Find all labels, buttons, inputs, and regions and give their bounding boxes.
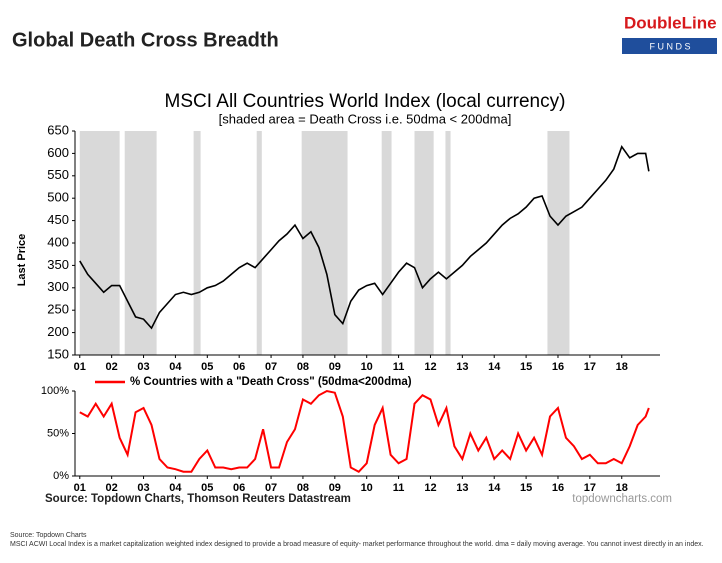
source: Source: Topdown Charts, Thomson Reuters … (45, 493, 351, 505)
shaded-region (124, 131, 157, 355)
x-tick-label: 11 (393, 482, 405, 494)
x-tick-label: 08 (297, 482, 309, 494)
x-tick-label: 15 (520, 361, 532, 373)
y-tick-label: 300 (47, 279, 69, 294)
x-tick-label: 14 (488, 361, 501, 373)
logo-box (622, 38, 717, 54)
x-tick-label: 09 (329, 361, 341, 373)
x-tick-label: 06 (233, 482, 245, 494)
y-axis-label: Last Price (16, 234, 28, 287)
data-line (79, 389, 650, 473)
x-tick-label: 04 (169, 482, 182, 494)
x-tick-label: 15 (520, 482, 532, 494)
x-tick-label: 16 (552, 482, 564, 494)
x-tick-label: 17 (584, 361, 596, 373)
x-tick-label: 11 (393, 361, 405, 373)
y-tick-label: 550 (47, 167, 69, 182)
shaded-region (414, 131, 434, 355)
y-tick-label: 350 (47, 257, 69, 272)
chart-title: MSCI All Countries World Index (local cu… (165, 91, 566, 112)
shaded-region (381, 131, 392, 355)
x-tick-label: 03 (137, 482, 149, 494)
y-tick-label: 250 (47, 302, 69, 317)
x-tick-label: 18 (616, 482, 628, 494)
shaded-region (79, 131, 120, 355)
logo-subtext: F U N D S (649, 41, 690, 51)
x-tick-label: 04 (169, 361, 182, 373)
x-tick-label: 06 (233, 361, 245, 373)
y-tick-label: 500 (47, 190, 69, 205)
x-tick-label: 12 (424, 361, 436, 373)
y-tick-label: 150 (47, 346, 69, 361)
legend-label: % Countries with a "Death Cross" (50dma<… (130, 376, 412, 388)
x-tick-label: 07 (265, 361, 277, 373)
x-tick-label: 12 (424, 482, 436, 494)
x-tick-label: 18 (616, 361, 628, 373)
x-tick-label: 16 (552, 361, 564, 373)
x-tick-label: 13 (456, 361, 468, 373)
credit: topdowncharts.com (572, 493, 672, 505)
x-tick-label: 09 (329, 482, 341, 494)
logo-text: DoubleLine (624, 13, 717, 32)
x-tick-label: 14 (488, 482, 501, 494)
y-tick-label: 600 (47, 145, 69, 160)
data-line (79, 144, 650, 330)
x-tick-label: 07 (265, 482, 277, 494)
x-tick-label: 05 (201, 482, 213, 494)
shaded-region (193, 131, 201, 355)
x-tick-label: 03 (137, 361, 149, 373)
y-tick-label: 400 (47, 234, 69, 249)
x-tick-label: 02 (106, 482, 118, 494)
x-tick-label: 08 (297, 361, 309, 373)
chart-subtitle: [shaded area = Death Cross i.e. 50dma < … (219, 111, 512, 126)
y-tick-label: 650 (47, 122, 69, 137)
x-tick-label: 13 (456, 482, 468, 494)
x-tick-label: 01 (74, 482, 86, 494)
x-tick-label: 17 (584, 482, 596, 494)
y-tick-label: 50% (47, 427, 69, 439)
x-tick-label: 10 (361, 482, 373, 494)
x-tick-label: 05 (201, 361, 213, 373)
x-tick-label: 02 (106, 361, 118, 373)
footer-note: MSCI ACWI Local Index is a market capita… (10, 541, 704, 548)
shaded-region (445, 131, 451, 355)
y-tick-label: 200 (47, 324, 69, 339)
y-tick-label: 450 (47, 212, 69, 227)
footer-source: Source: Topdown Charts (10, 532, 87, 539)
y-tick-label: 100% (41, 385, 69, 397)
x-tick-label: 01 (74, 361, 86, 373)
shaded-region (301, 131, 348, 355)
y-tick-label: 0% (53, 470, 69, 482)
shaded-region (547, 131, 570, 355)
shaded-region (256, 131, 262, 355)
x-tick-label: 10 (361, 361, 373, 373)
slide-title: Global Death Cross Breadth (12, 29, 279, 51)
